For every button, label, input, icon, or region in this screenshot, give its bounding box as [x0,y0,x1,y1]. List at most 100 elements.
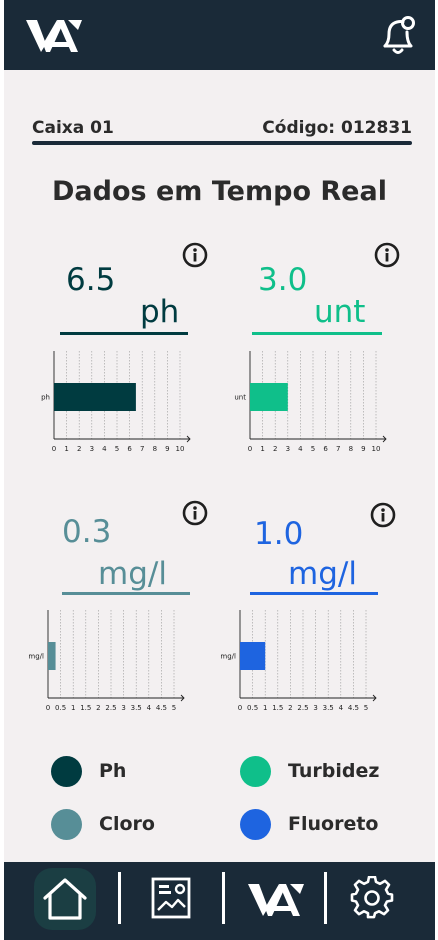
legend-label: Fluoreto [288,813,379,835]
nav-divider [324,872,327,924]
tick-label: 9 [361,445,365,453]
tick-label: 4 [298,445,303,453]
tick-label: 0 [248,445,252,453]
tick-label: 10 [176,445,185,453]
info-icon[interactable] [374,242,400,268]
legend-label: Cloro [99,813,155,835]
metric-underline [252,332,382,335]
metric-unit: mg/l [288,556,357,592]
legend-dot [51,756,82,787]
home-icon[interactable] [40,874,90,924]
tick-label: 1 [260,445,264,453]
tick-label: 0 [46,704,50,712]
tick-label: 0 [238,704,242,712]
info-icon[interactable] [370,502,396,528]
bar [240,642,266,670]
metric-unit: unt [314,294,366,330]
tick-label: 6 [323,445,328,453]
metric-unit: mg/l [98,556,167,592]
tick-label: 5 [172,704,176,712]
metric-card-cloro: 0.3 mg/l [52,500,242,740]
app-frame: Caixa 01 Código: 012831 Dados em Tempo R… [4,0,435,940]
legend-dot [240,809,271,840]
box-code: Código: 012831 [262,118,412,138]
bar-chart-ph: 0 1 2 3 4 5 6 7 8 9 10 ph [41,351,191,453]
tick-label: 4 [147,704,152,712]
bar [54,383,136,411]
category-label: mg/l [28,653,44,661]
tick-label: 8 [153,445,157,453]
tick-label: 5 [311,445,315,453]
metric-value: 1.0 [254,516,304,552]
bar [250,383,288,411]
tick-label: 2.5 [105,704,116,712]
metric-unit: ph [140,294,180,330]
category-label: mg/l [220,653,236,661]
metric-card-fluoreto: 1.0 mg/l [246,500,435,740]
tick-label: 2 [273,445,277,453]
tick-label: 2 [77,445,81,453]
box-name: Caixa 01 [32,118,114,138]
tick-label: 0 [52,445,56,453]
top-bar [4,0,435,70]
metric-card-ph: 6.5 ph [52,238,242,478]
tick-label: 3 [313,704,317,712]
chart-cloro: 0 0.5 1 1.5 2 2.5 3 3.5 4 4.5 5 mg/l [26,606,196,716]
tick-label: 0.5 [247,704,258,712]
nav-divider [118,872,121,924]
tick-label: 2 [96,704,100,712]
metric-underline [250,592,378,595]
tick-label: 1 [263,704,267,712]
metric-value: 3.0 [258,262,308,298]
tick-label: 1.5 [272,704,283,712]
category-label: unt [234,394,246,402]
tick-label: 1 [71,704,75,712]
settings-gear-icon[interactable] [350,876,394,920]
metric-value: 0.3 [62,514,112,550]
tick-label: 4.5 [348,704,359,712]
chart-turbidez: 0 1 2 3 4 5 6 7 8 9 10 unt [228,347,398,457]
tick-label: 6 [127,445,132,453]
tick-label: 2.5 [297,704,308,712]
tick-label: 3 [286,445,290,453]
tick-label: 2 [288,704,292,712]
nav-divider [222,872,225,924]
tick-label: 4.5 [156,704,167,712]
bottom-nav-bar [4,862,435,940]
tick-label: 7 [140,445,144,453]
nav-home-button[interactable] [34,868,96,930]
bar [48,642,56,670]
wa-logo-icon[interactable] [248,878,304,922]
bar-chart-fluoreto: 0 0.5 1 1.5 2 2.5 3 3.5 4 4.5 5 mg/l [220,610,377,712]
metric-underline [60,332,188,335]
legend-dot [51,809,82,840]
bar-chart-turbidez: 0 1 2 3 4 5 6 7 8 9 10 unt [234,351,387,453]
info-icon[interactable] [182,242,208,268]
report-image-icon[interactable] [150,876,192,920]
tick-label: 9 [165,445,169,453]
info-icon[interactable] [182,500,208,526]
legend-label: Ph [99,760,127,782]
tick-label: 8 [349,445,353,453]
tick-label: 3 [90,445,94,453]
metric-underline [62,592,190,595]
legend-label: Turbidez [288,760,380,782]
legend-dot [240,756,271,787]
x-axis-arrow [372,694,377,702]
metric-value: 6.5 [66,262,116,298]
chart-fluoreto: 0 0.5 1 1.5 2 2.5 3 3.5 4 4.5 5 mg/l [218,606,388,716]
tick-label: 3 [121,704,125,712]
tick-label: 1.5 [80,704,91,712]
tick-label: 4 [102,445,107,453]
bar-chart-cloro: 0 0.5 1 1.5 2 2.5 3 3.5 4 4.5 5 mg/l [28,610,185,712]
box-info-row: Caixa 01 Código: 012831 [32,118,412,142]
chart-ph: 0 1 2 3 4 5 6 7 8 9 10 ph [32,347,202,457]
x-axis-arrow [186,435,191,443]
tick-label: 5 [364,704,368,712]
category-label: ph [41,394,50,402]
x-axis-arrow [382,435,387,443]
bell-notification-icon[interactable] [379,14,417,56]
box-info-divider [32,141,412,145]
wa-logo-icon[interactable] [26,14,82,58]
tick-label: 10 [372,445,381,453]
